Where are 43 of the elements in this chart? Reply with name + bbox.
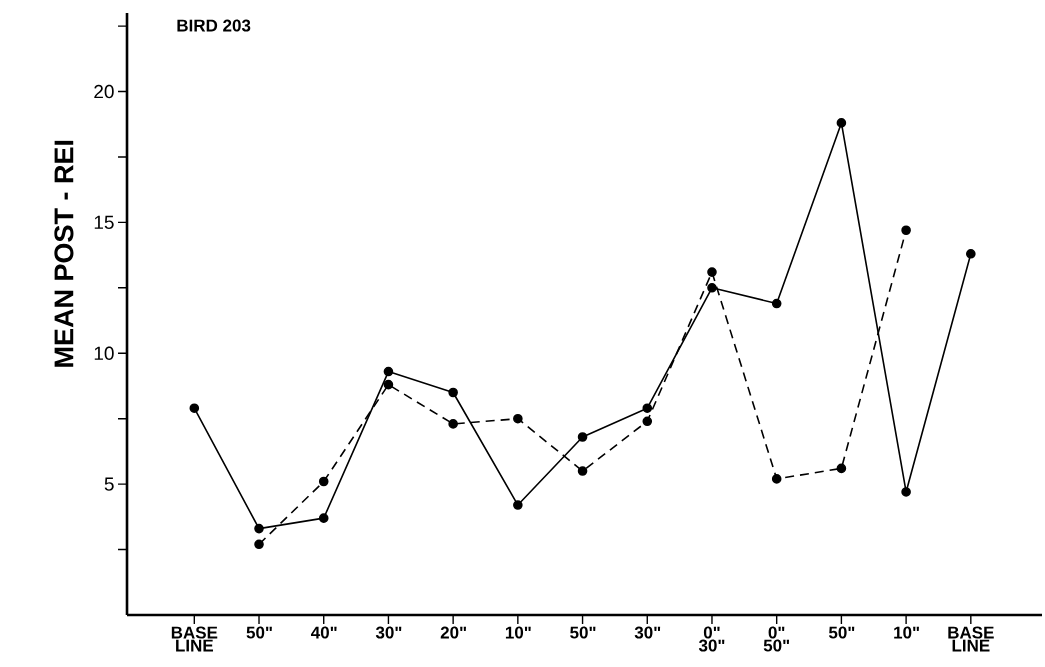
point [448, 387, 458, 398]
y-tick-label: 5 [104, 477, 114, 491]
point [383, 366, 394, 377]
point [901, 225, 911, 236]
x-tick-label: 30" [634, 626, 661, 639]
point [254, 539, 264, 550]
y-tick-label: 15 [94, 215, 114, 230]
point [836, 463, 847, 474]
x-tick-label: 50" [828, 626, 855, 639]
point [577, 432, 588, 442]
x-tick-label: BASE LINE [171, 626, 218, 652]
point [836, 118, 847, 128]
y-tick-label: 20 [94, 84, 114, 99]
point [642, 416, 653, 427]
point [771, 474, 782, 484]
x-tick-label: BASE LINE [948, 626, 994, 652]
y-axis-title: MEAN POST - REI [54, 140, 74, 367]
point [901, 487, 911, 497]
chart-title: BIRD 203 [177, 19, 251, 32]
x-tick-label: 10" [894, 626, 919, 639]
point [513, 500, 523, 510]
point [642, 403, 653, 414]
x-tick-label: 50" [246, 626, 272, 639]
point [577, 466, 588, 476]
x-tick-label: 30" [375, 626, 402, 639]
point [707, 283, 717, 293]
point [966, 248, 976, 259]
point [707, 267, 717, 277]
x-tick-label: 20" [440, 626, 466, 639]
point [318, 476, 329, 487]
x-tick-label: 40" [310, 626, 337, 639]
x-tick-label: 0" 50" [763, 626, 790, 652]
point [448, 419, 458, 429]
x-tick-label: 10" [505, 626, 531, 639]
x-tick-label: 0" 30" [698, 626, 725, 652]
point [189, 403, 200, 414]
point [513, 413, 523, 424]
point [254, 523, 264, 534]
point [771, 298, 782, 309]
point [318, 513, 329, 523]
point [383, 379, 394, 390]
y-tick-label: 10 [94, 346, 114, 360]
x-tick-label: 50" [570, 626, 596, 639]
